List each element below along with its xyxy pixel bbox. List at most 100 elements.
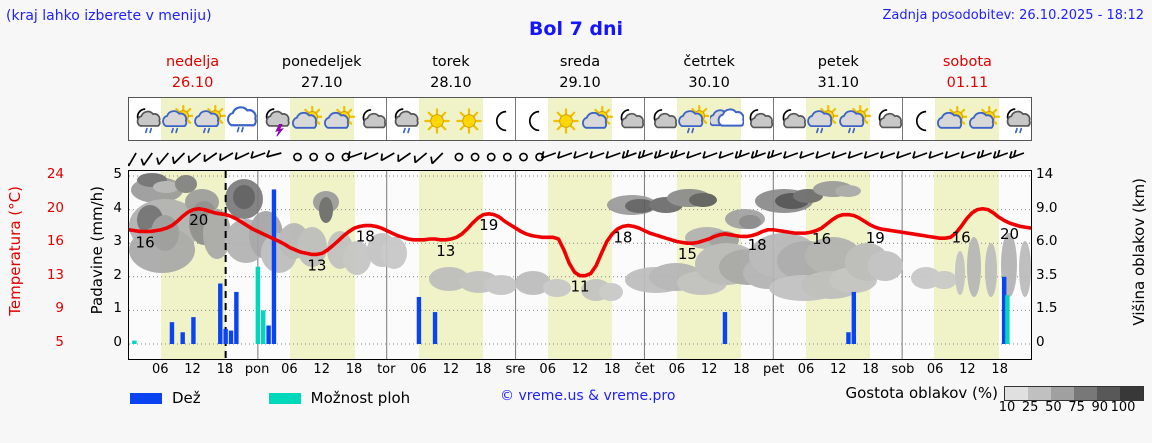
wind-barb-icon — [944, 151, 960, 159]
night-cloud-icon — [871, 104, 902, 134]
rain-color-swatch — [130, 392, 162, 404]
wind-calm-icon — [519, 152, 528, 162]
time-tick-label: 06 — [152, 362, 169, 377]
cloud-density-tick: 10 — [998, 400, 1016, 415]
wind-barb-icon — [128, 152, 137, 167]
day-date: 27.10 — [300, 75, 343, 91]
sun-cloud-rain-icon — [194, 104, 227, 134]
night-cloud-icon — [355, 104, 386, 134]
time-tick-label: 18 — [991, 362, 1008, 377]
copyright-link[interactable]: © vreme.us & vreme.pro — [500, 388, 676, 404]
wind-barb-icon — [718, 151, 734, 159]
sun-cloud-icon — [323, 104, 356, 134]
day-date: 28.10 — [430, 75, 472, 91]
time-tick-label: 12 — [313, 362, 330, 377]
wind-barb-icon — [879, 151, 896, 159]
moon-icon — [903, 98, 935, 140]
plot-canvas: 20 16 13 18 13 19 11 18 15 18 16 19 16 20 — [129, 171, 1031, 359]
temperature-value-label: 16 — [136, 233, 155, 251]
precip-bar — [416, 296, 422, 344]
cloud-rain-icon — [226, 104, 257, 134]
sun-cloud-rain-icon — [193, 98, 227, 140]
wind-barb-icon — [557, 151, 573, 159]
time-tick-label: 06 — [410, 362, 427, 377]
cloud-density-step — [1120, 386, 1143, 400]
sun-cloud-icon — [936, 104, 969, 134]
day-date: 31.10 — [817, 75, 860, 91]
wind-calm-icon — [502, 152, 512, 162]
precip-bar — [266, 325, 271, 344]
night-cloud-icon — [741, 98, 773, 140]
day-header-0: nedelja 26.10 — [128, 52, 257, 96]
wind-barb-strip — [128, 149, 1025, 167]
night-cloud-storm-icon — [259, 104, 290, 137]
night-cloud-rain-icon — [130, 104, 161, 134]
wind-barb-icon — [766, 149, 783, 159]
cloud-rain-icon — [225, 98, 257, 140]
cloud-density-tick: 25 — [1021, 400, 1039, 415]
wind-barb-icon — [750, 149, 766, 159]
axis-tick-label: 0 — [1036, 334, 1045, 350]
sun-cloud-icon — [581, 104, 614, 134]
precip-bar — [1001, 276, 1007, 344]
day-date: 29.10 — [559, 75, 601, 91]
last-update-label: Zadnja posodobitev: 26.10.2025 - 18:12 — [882, 8, 1144, 23]
night-cloud-icon — [742, 104, 773, 134]
wind-barb-icon — [734, 149, 750, 159]
axis-tick-label: 13 — [46, 266, 64, 283]
axis-tick-label: 2 — [113, 266, 122, 283]
temperature-value-label: 16 — [952, 228, 971, 246]
location-menu-note[interactable]: (kraj lahko izberete v meniju) — [6, 8, 212, 24]
wind-barb-icon — [363, 152, 379, 161]
night-cloud-rain-icon — [1000, 104, 1031, 134]
axis-tick-label: 6.0 — [1036, 233, 1058, 250]
wind-barb-icon — [783, 151, 799, 159]
daylight-band — [451, 171, 484, 359]
cloud-height-axis-ticks: 14 9.0 6.0 3.5 1.5 0 — [1036, 166, 1078, 360]
wind-barb-icon — [960, 151, 976, 159]
temperature-value-label: 19 — [479, 216, 498, 234]
cloud-density-gradient — [1004, 385, 1144, 401]
night-cloud-rain-icon — [388, 104, 419, 134]
wind-barb-icon — [540, 151, 557, 159]
weather-icon-strip — [128, 97, 1032, 141]
time-tick-label: 18 — [733, 362, 750, 377]
precip-bar — [1005, 295, 1010, 344]
time-tick-label: 06 — [797, 362, 815, 377]
precip-bar — [722, 312, 728, 344]
night-cloud-icon — [774, 98, 806, 140]
moon-icon — [517, 104, 547, 134]
wind-barb-icon — [670, 149, 686, 159]
time-tick-label: 12 — [442, 362, 460, 377]
time-tick-label: 06 — [281, 362, 298, 377]
day-name: sreda — [559, 54, 601, 70]
wind-barb-icon — [976, 149, 992, 159]
sun-cloud-rain-icon — [839, 104, 872, 134]
wind-barb-icon — [397, 152, 411, 163]
temperature-value-label: 13 — [436, 242, 455, 260]
meteogram-plot: 20 16 13 18 13 19 11 18 15 18 16 19 16 20 — [128, 170, 1032, 360]
precip-bar — [851, 291, 857, 344]
wind-barb-icon — [815, 151, 831, 159]
sun-cloud-icon — [291, 104, 324, 134]
icon-day-group-1 — [258, 98, 387, 140]
page-title: Bol 7 dni — [528, 18, 624, 40]
wind-barb-icon — [847, 151, 863, 159]
sun-cloud-icon — [580, 98, 614, 140]
wind-barb-icon — [605, 151, 621, 159]
axis-tick-label: 3.5 — [1036, 266, 1058, 283]
wind-calm-icon — [486, 152, 496, 162]
precip-bar — [228, 330, 234, 344]
sun-icon — [420, 104, 450, 134]
night-cloud-storm-icon — [258, 98, 290, 140]
wind-barb-icon — [992, 149, 1009, 159]
time-tick-label: sre — [505, 362, 526, 377]
day-name: nedelja — [165, 54, 220, 70]
day-header-6: sobota 01.11 — [903, 52, 1032, 96]
day-name: četrtek — [683, 54, 735, 70]
night-cloud-icon — [612, 98, 644, 140]
cloud-density-tick: 100 — [1110, 400, 1136, 415]
precip-bar — [234, 291, 239, 344]
wind-barb-icon — [1009, 149, 1025, 159]
axis-tick-label: 5 — [113, 166, 122, 182]
